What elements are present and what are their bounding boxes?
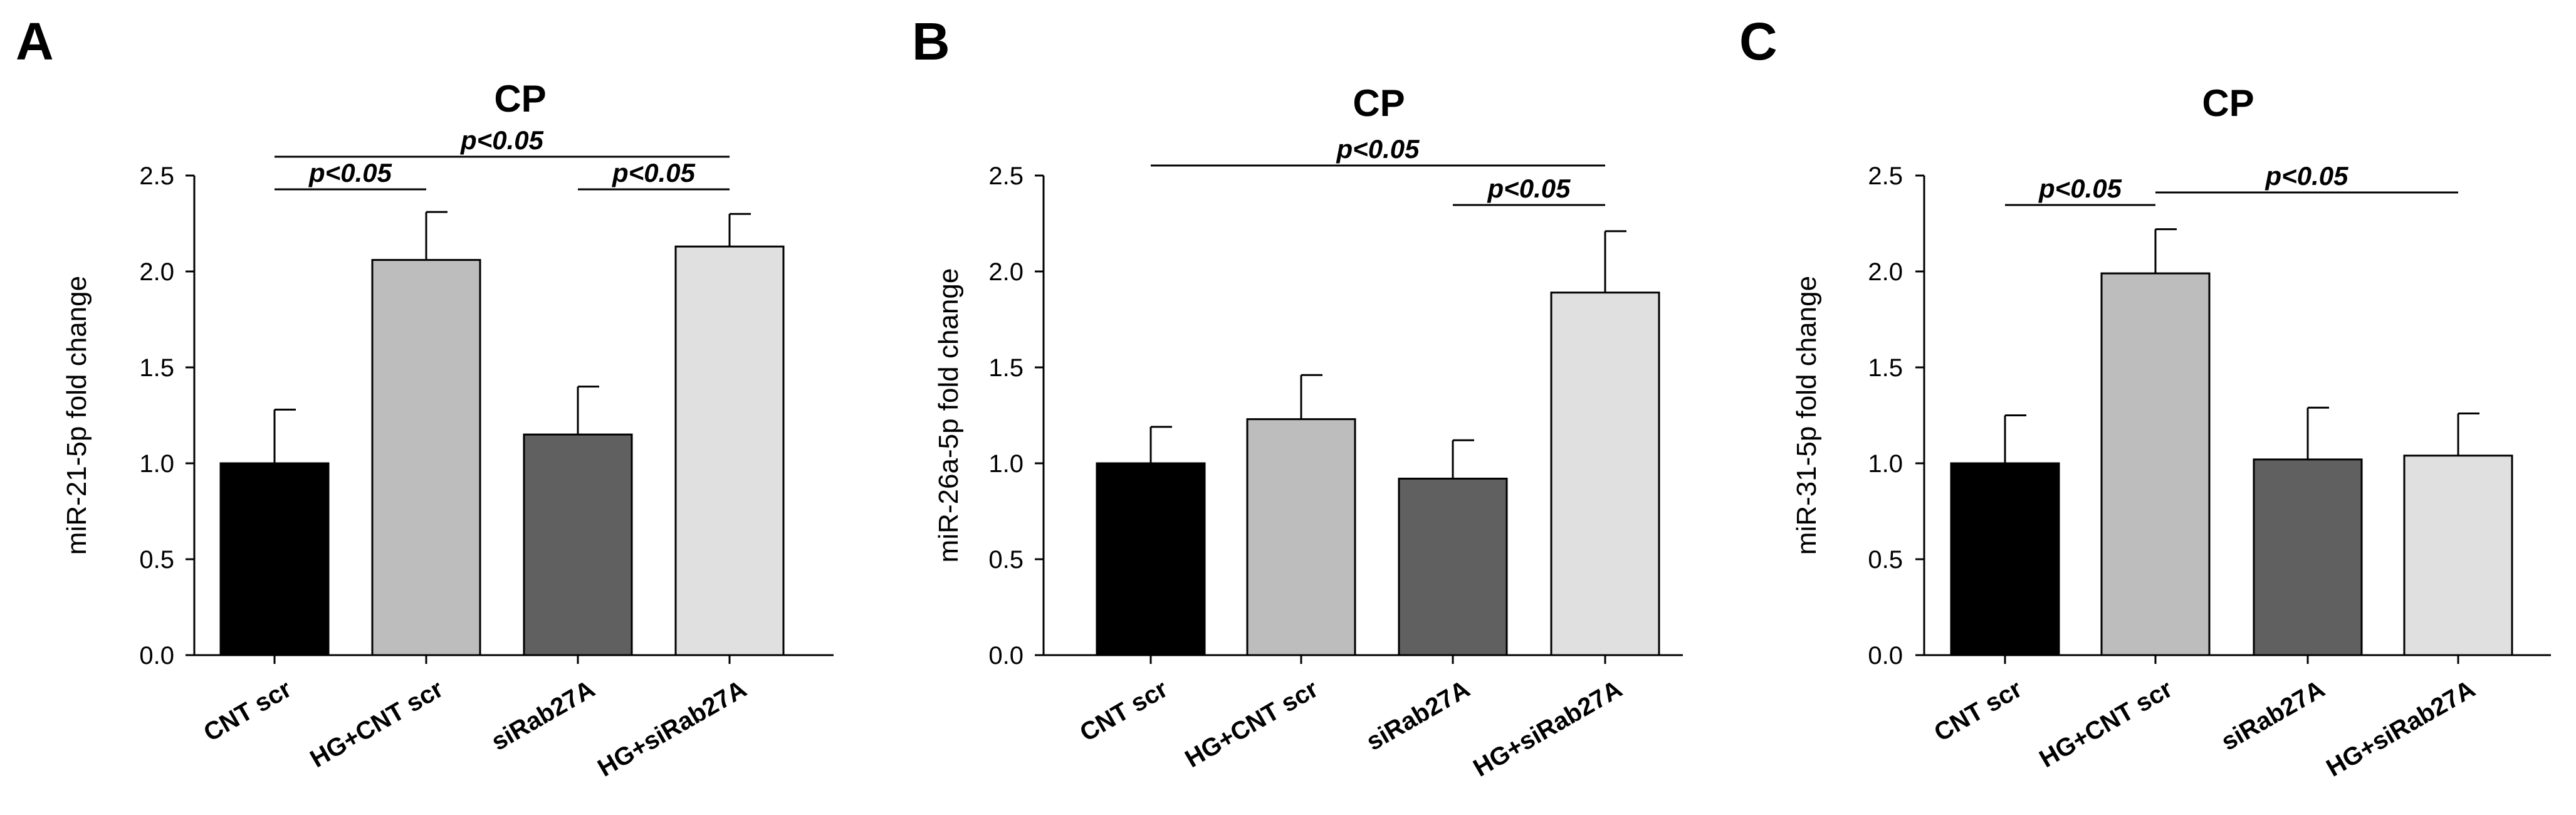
bar xyxy=(1398,477,1508,656)
chart-panel-a: A CP 0.0 0.5 1.0 1.5 2.0 2.5 miR-21-5p fold chan… xyxy=(16,12,834,782)
category-label: CNT scr xyxy=(1076,675,1173,747)
panel-letter: B xyxy=(912,12,950,71)
bar xyxy=(674,245,785,656)
y-axis-label: miR-21-5p fold change xyxy=(61,276,92,555)
y-tick-label: 2.0 xyxy=(1868,258,1903,286)
significance-label: p<0.05 xyxy=(308,158,392,187)
y-tick-label: 1.5 xyxy=(1868,354,1903,382)
y-tick-label: 1.0 xyxy=(988,450,1024,478)
category-label: siRab27A xyxy=(1362,675,1475,756)
bar xyxy=(2403,455,2513,656)
y-tick-label: 0.5 xyxy=(139,546,174,574)
bar xyxy=(2100,272,2211,656)
y-tick-label: 0.5 xyxy=(988,546,1024,574)
y-tick-label: 1.5 xyxy=(988,354,1024,382)
significance-label: p<0.05 xyxy=(612,158,696,187)
category-label: HG+siRab27A xyxy=(1469,675,1626,782)
chart-panel-b: B CP 0.0 0.5 1.0 1.5 2.0 2.5 miR-26a-5p fold cha… xyxy=(912,12,1683,782)
bar xyxy=(219,462,330,656)
bar xyxy=(1550,292,1660,656)
category-label: HG+CNT scr xyxy=(2034,675,2177,773)
y-tick-label: 1.0 xyxy=(139,450,174,478)
y-tick-label: 1.5 xyxy=(139,354,174,382)
y-tick-label: 0.0 xyxy=(988,642,1024,670)
category-label: HG+siRab27A xyxy=(593,675,751,782)
significance-label: p<0.05 xyxy=(1336,134,1420,164)
y-tick-label: 2.5 xyxy=(1868,162,1903,190)
category-label: HG+CNT scr xyxy=(1180,675,1322,773)
significance-label: p<0.05 xyxy=(1487,174,1571,203)
y-axis-label: miR-26a-5p fold change xyxy=(933,268,964,563)
y-tick-label: 0.0 xyxy=(139,642,174,670)
y-axis-label: miR-31-5p fold change xyxy=(1791,276,1822,555)
category-label: CNT scr xyxy=(1930,675,2027,747)
bar xyxy=(371,259,481,656)
category-label: HG+CNT scr xyxy=(305,675,448,773)
y-tick-label: 2.0 xyxy=(988,258,1024,286)
panel-letter: A xyxy=(16,12,54,71)
y-tick-label: 2.5 xyxy=(988,162,1024,190)
y-tick-label: 0.5 xyxy=(1868,546,1903,574)
category-label: siRab27A xyxy=(487,675,600,756)
y-tick-label: 2.5 xyxy=(139,162,174,190)
chart-title: CP xyxy=(1353,82,1405,124)
bar xyxy=(2253,458,2363,656)
panel-letter: C xyxy=(1739,12,1778,71)
bar xyxy=(1096,462,1206,656)
category-label: CNT scr xyxy=(199,675,296,747)
category-label: siRab27A xyxy=(2217,675,2330,756)
significance-label: p<0.05 xyxy=(460,125,544,155)
chart-title: CP xyxy=(494,78,546,120)
bar xyxy=(1246,418,1356,656)
chart-panel-c: C CP 0.0 0.5 1.0 1.5 2.0 2.5 miR-31-5p fold chan… xyxy=(1739,12,2551,782)
category-label: HG+siRab27A xyxy=(2322,675,2479,782)
y-tick-label: 2.0 xyxy=(139,258,174,286)
significance-label: p<0.05 xyxy=(2038,174,2122,203)
y-tick-label: 0.0 xyxy=(1868,642,1903,670)
y-tick-label: 1.0 xyxy=(1868,450,1903,478)
bar xyxy=(523,433,633,656)
significance-label: p<0.05 xyxy=(2265,161,2349,191)
bar xyxy=(1950,462,2060,656)
chart-title: CP xyxy=(2202,82,2254,124)
